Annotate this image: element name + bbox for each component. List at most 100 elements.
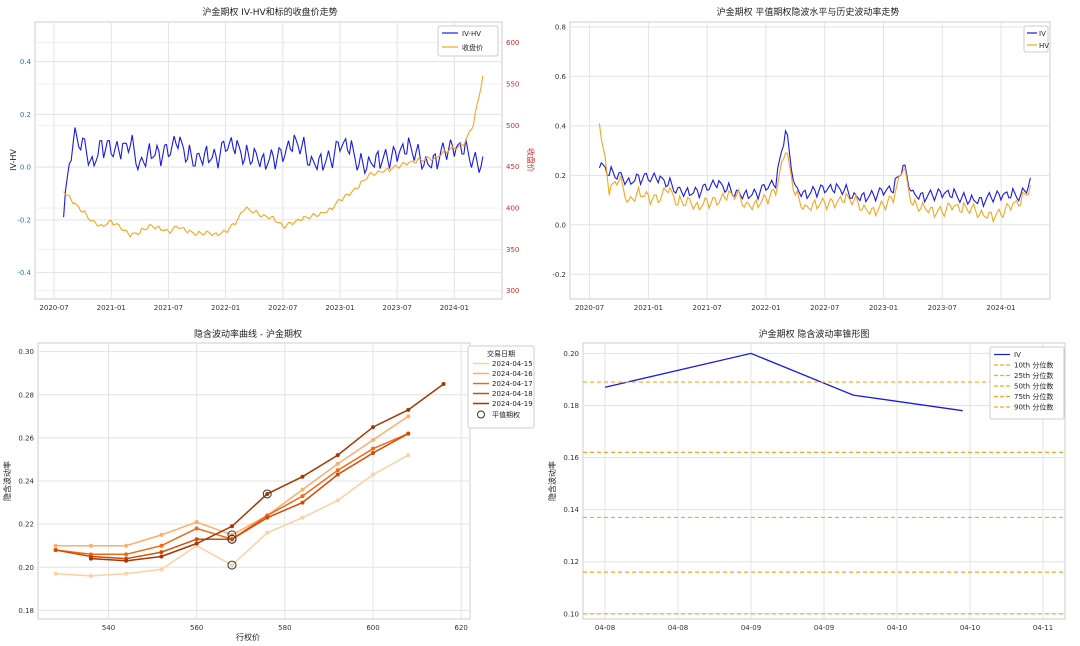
series-line-- [63, 75, 484, 239]
chart4-series [583, 352, 1065, 615]
chart3-y-ticks: 0.18 0.20 0.22 0.24 0.26 0.28 0.30 [18, 348, 34, 615]
chart3-legend: 交易日期 2024-04-15 2024-04-16 2024-04-17 2024-… [467, 345, 535, 429]
smile-point [371, 450, 376, 455]
smile-point [88, 556, 93, 561]
legend-label-atm: 平值期权 [492, 410, 520, 419]
x-tick-label: 2022-07 [810, 304, 839, 312]
chart1-ylabel-left: IV-HV [9, 149, 18, 171]
smile-point [371, 425, 376, 430]
legend-label-date: 2024-04-15 [492, 360, 533, 368]
smile-point [300, 474, 305, 479]
y-tick-label: 0.24 [18, 478, 34, 486]
y-tick-label: -0.4 [17, 269, 31, 277]
panel-ivhv: 沪金期权 IV-HV和标的收盘价走势 2020-07 2021-01 2021-07… [9, 6, 536, 312]
chart1-frame [34, 21, 503, 300]
chart3-ylabel: 隐含波动率 [2, 461, 12, 501]
panel-iv-hv: 沪金期权 平值期权隐波水平与历史波动率走势 2020-07 2021-01 2021… [552, 6, 1051, 312]
chart3-title: 隐含波动率曲线 - 沪金期权 [194, 328, 302, 340]
x-tick-label: 2020-07 [39, 304, 68, 312]
legend-label-hv: HV [1039, 42, 1049, 50]
y-tick-label: 0.4 [555, 122, 567, 130]
chart2-title: 沪金期权 平值期权隐波水平与历史波动率走势 [717, 6, 900, 18]
legend-label-date: 2024-04-17 [492, 380, 533, 388]
y-tick-label: 0.2 [20, 111, 31, 119]
chart3-x-ticks: 540 560 580 600 620 [102, 624, 468, 632]
iv-line [604, 352, 963, 412]
x-tick-label: 580 [278, 624, 291, 632]
y-tick-label: 0.28 [18, 391, 34, 399]
y-tick-label: 0.6 [555, 73, 567, 81]
smile-point [124, 558, 129, 563]
smile-point [265, 515, 270, 520]
smile-point [441, 381, 446, 386]
smile-point [194, 526, 199, 531]
x-tick-label: 2021-01 [634, 304, 663, 312]
smile-point [406, 453, 411, 458]
x-tick-label: 2023-07 [383, 304, 412, 312]
x-tick-label: 2023-07 [928, 304, 957, 312]
y-tick-label: 0.2 [555, 172, 566, 180]
legend-label-ivhv: IV-HV [462, 30, 481, 38]
y-tick-label: 0.16 [563, 454, 579, 462]
smile-point [159, 550, 164, 555]
chart2-gridlines [570, 22, 1050, 299]
legend-label-date: 2024-04-19 [492, 400, 533, 408]
chart3-series [53, 381, 446, 578]
smile-point [371, 472, 376, 477]
x-tick-label: 2022-01 [751, 304, 780, 312]
smile-point [124, 543, 129, 548]
x-tick-label: 2023-01 [325, 304, 354, 312]
chart1-y-ticks-right: 600 550 500 450 400 350 300 [506, 39, 519, 295]
y-tick-label: 0.4 [20, 58, 32, 66]
legend-label-cone: 25th 分位数 [1014, 371, 1053, 380]
smile-point [159, 543, 164, 548]
y-tick-label: 0.18 [563, 402, 579, 410]
x-tick-label: 04-08 [668, 624, 688, 632]
smile-point [300, 487, 305, 492]
smile-point [88, 543, 93, 548]
x-tick-label: 560 [190, 624, 203, 632]
x-tick-label: 600 [366, 624, 379, 632]
x-tick-label: 2020-07 [575, 304, 604, 312]
chart2-frame [569, 21, 1051, 300]
smile-point [265, 530, 270, 535]
smile-point [124, 571, 129, 576]
smile-point [124, 552, 129, 557]
smile-point [406, 431, 411, 436]
smile-point [88, 573, 93, 578]
x-tick-label: 04-10 [960, 624, 980, 632]
legend-label-cone: 10th 分位数 [1014, 361, 1053, 370]
x-tick-label: 540 [102, 624, 115, 632]
x-tick-label: 2023-01 [869, 304, 898, 312]
x-tick-label: 2021-07 [154, 304, 183, 312]
chart2-legend: IV HV [1023, 25, 1049, 53]
smile-point [335, 468, 340, 473]
y-tick-label: 0.26 [18, 434, 34, 442]
chart2-y-ticks: 0.8 0.6 0.4 0.2 0.0 -0.2 [552, 23, 566, 278]
chart1-gridlines [35, 22, 502, 299]
y-tick-label: 0.18 [18, 607, 34, 615]
chart1-legend: IV-HV 收盘价 [437, 25, 499, 57]
smile-point [371, 438, 376, 443]
legend-label-close: 收盘价 [462, 43, 483, 52]
chart4-y-ticks: 0.10 0.12 0.14 0.16 0.18 0.20 [563, 350, 579, 618]
y-tick-label: 0.14 [563, 506, 579, 514]
smile-point [335, 461, 340, 466]
chart1-y-ticks-left: 0.4 0.2 0.0 -0.2 -0.4 [17, 58, 31, 277]
smile-point [53, 548, 58, 552]
smile-point [194, 537, 199, 542]
chart4-title: 沪金期权 隐含波动率锥形图 [759, 328, 870, 340]
y-right-tick-label: 350 [506, 246, 519, 254]
panel-cone: 沪金期权 隐含波动率锥形图 04-08 04-08 04-09 04-09 04-10 0… [547, 328, 1066, 632]
chart4-ylabel: 隐含波动率 [547, 461, 557, 501]
y-right-tick-label: 600 [506, 39, 519, 47]
y-right-tick-label: 300 [506, 287, 519, 295]
smile-point [159, 554, 164, 559]
legend-label-cone: IV [1014, 351, 1021, 359]
y-tick-label: 0.10 [563, 610, 579, 618]
smile-point [194, 541, 199, 546]
y-right-tick-label: 450 [506, 163, 519, 171]
smile-point [300, 515, 305, 520]
